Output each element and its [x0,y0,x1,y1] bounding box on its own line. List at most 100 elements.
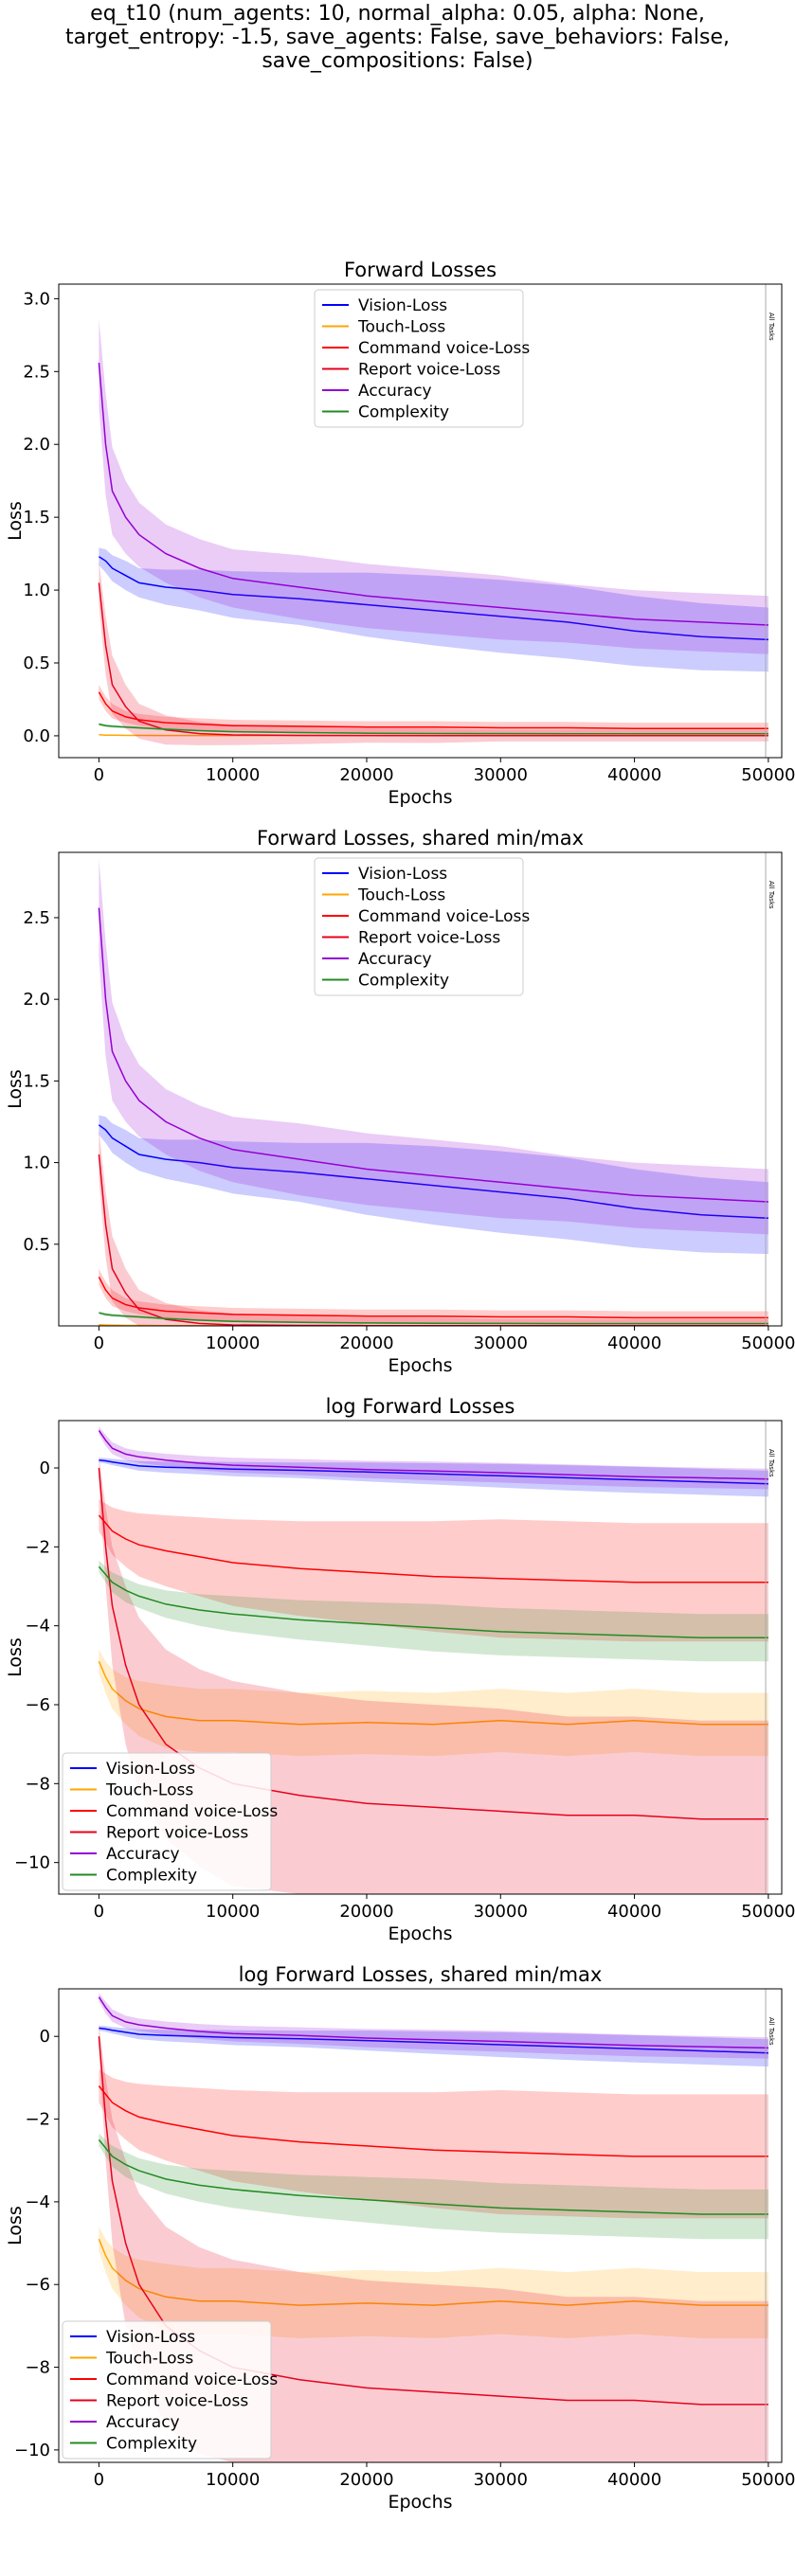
series-line-accuracy [98,907,768,1203]
x-tick-label: 10000 [206,2470,260,2490]
y-tick-label: −6 [25,1695,50,1715]
series-line-command-voice-loss [98,2085,768,2157]
legend-box [62,1752,272,1891]
legend-box [314,289,524,428]
x-tick-label: 20000 [339,1333,393,1353]
y-tick-label: −4 [25,1617,50,1637]
band-complexity [99,2133,768,2240]
y-tick-label: −8 [25,1774,50,1794]
x-tick-label: 0 [94,2470,104,2490]
y-tick-label: −2 [25,2110,50,2130]
x-tick-label: 40000 [607,1902,661,1922]
all-tasks-label: All Tasks [768,881,775,909]
legend-label-report-voice-loss: Report voice-Loss [106,2392,248,2411]
y-tick-label: 2.5 [23,362,50,382]
chart-log-forward-losses-shared: log Forward Losses, shared min/max All Ta… [5,1963,795,2513]
axes-frame [58,283,783,759]
band-command-voice-loss [99,1499,768,1642]
x-tick-label: 20000 [339,2470,393,2490]
legend-label-touch-loss: Touch-Loss [357,886,445,905]
band-complexity [99,1560,768,1662]
y-tick-label: 3.0 [23,289,50,309]
band-report-voice-loss [99,1130,768,1326]
y-tick-label: 2.0 [23,435,50,455]
legend-label-touch-loss: Touch-Loss [357,318,445,337]
series-line-touch-loss [98,1660,768,1726]
y-axis-label: Loss [5,501,26,541]
legend-label-report-voice-loss: Report voice-Loss [106,1824,248,1843]
legend-label-accuracy: Accuracy [106,1845,180,1864]
chart-forward-losses-shared: Forward Losses, shared min/max All Tasks 0… [5,827,795,1376]
band-vision-loss [99,2025,768,2067]
y-tick-label: 1.5 [23,508,50,528]
series-line-vision-loss [98,556,768,641]
x-tick-label: 20000 [339,1902,393,1922]
y-tick-label: 0.5 [23,1235,50,1255]
legend-label-complexity: Complexity [358,403,449,422]
axes-frame [58,851,783,1327]
x-axis-label: Epochs [388,1923,452,1944]
series-line-vision-loss [99,2027,768,2054]
chart-forward-losses: Forward Losses All Tasks 0 10000 20000 30000 4… [5,259,795,808]
y-axis-label: Loss [5,2206,26,2245]
x-tick-label: 30000 [474,765,528,785]
legend-label-command-voice-loss: Command voice-Loss [358,339,530,358]
series-line-complexity [99,1312,768,1325]
plot-area [98,318,768,745]
chart-title: log Forward Losses, shared min/max [239,1963,603,1986]
x-tick-label: 30000 [474,1902,528,1922]
x-axis-label: Epochs [388,1355,452,1376]
legend-label-accuracy: Accuracy [358,382,432,401]
x-tick-label: 40000 [607,2470,661,2490]
y-tick-label: 1.0 [23,581,50,600]
chart-title: Forward Losses, shared min/max [257,827,584,850]
x-tick-label: 30000 [474,1333,528,1353]
legend-box [314,857,524,996]
band-vision-loss [99,1115,768,1255]
legend-label-report-voice-loss: Report voice-Loss [358,929,500,948]
x-tick-label: 0 [94,765,104,785]
band-command-voice-loss [99,2069,768,2219]
series-line-complexity [98,1565,768,1638]
band-command-voice-loss [99,1268,768,1325]
series-line-vision-loss [99,1458,768,1485]
x-tick-label: 40000 [607,1333,661,1353]
legend-label-accuracy: Accuracy [106,2413,180,2432]
x-axis-label: Epochs [388,787,452,808]
suptitle-line-3: save_compositions: False) [262,49,533,73]
x-tick-label: 50000 [741,765,795,785]
y-tick-label: −8 [25,2358,50,2378]
band-accuracy [99,1426,768,1490]
y-tick-label: −2 [25,1537,50,1557]
legend-label-complexity: Complexity [106,1867,197,1886]
series-line-accuracy [98,1996,768,2049]
y-tick-label: 0 [40,2027,50,2047]
series-line-report-voice-loss [98,582,768,737]
series-line-complexity [98,2138,768,2215]
chart-title: Forward Losses [344,259,497,281]
y-tick-label: −10 [14,1853,50,1873]
y-tick-label: 0 [40,1458,50,1478]
band-vision-loss [99,1458,768,1497]
series-line-accuracy [98,1429,768,1480]
y-tick-label: −6 [25,2275,50,2295]
y-tick-label: 2.0 [23,990,50,1010]
legend-box [62,2320,272,2460]
band-touch-loss [99,2227,768,2338]
y-tick-label: −4 [25,2192,50,2212]
legend-label-touch-loss: Touch-Loss [105,2350,193,2369]
axes-frame [58,1988,783,2463]
figure-suptitle: eq_t10 (num_agents: 10, normal_alpha: 0.… [0,0,795,73]
x-tick-label: 0 [94,1902,104,1922]
band-vision-loss [99,547,768,672]
x-tick-label: 50000 [741,1902,795,1922]
legend-label-vision-loss: Vision-Loss [358,865,447,884]
y-axis-label: Loss [5,1637,26,1677]
band-command-voice-loss [99,685,768,735]
legend-label-complexity: Complexity [358,972,449,991]
band-report-voice-loss [99,561,768,745]
series-line-vision-loss [98,1124,768,1219]
legend-label-accuracy: Accuracy [358,950,432,969]
